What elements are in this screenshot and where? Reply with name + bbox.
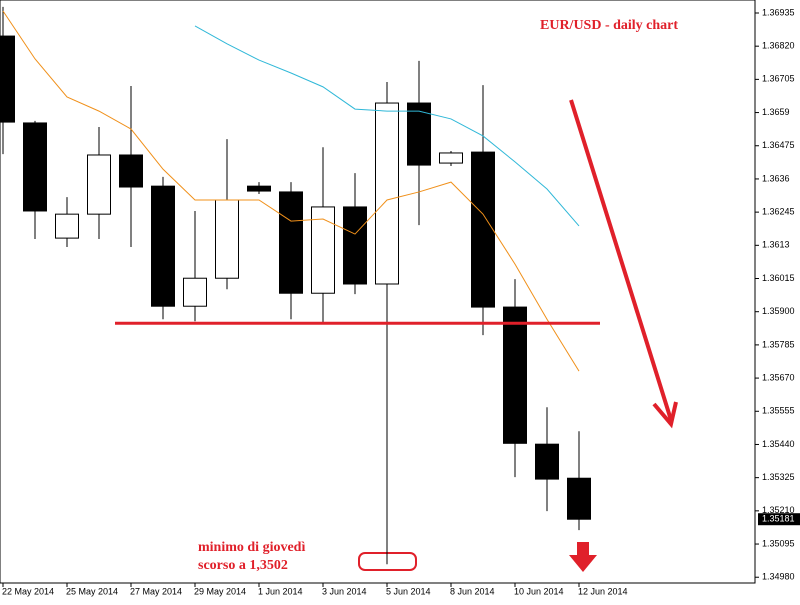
candle-body [55,213,79,239]
y-tick-label: 1.35095 [762,538,795,548]
down-arrow [569,542,597,572]
y-tick-label: 1.35900 [762,306,795,316]
x-tick-label: 12 Jun 2014 [578,586,628,596]
x-tick-label: 10 Jun 2014 [514,586,564,596]
y-tick-label: 1.36705 [762,74,795,84]
candle-body [183,277,207,307]
trend-arrow [569,99,673,421]
chart-title: EUR/USD - daily chart [540,18,678,33]
candle-body [119,154,143,188]
y-tick-label: 1.35440 [762,439,795,449]
y-tick-label: 1.36015 [762,273,795,283]
candle-body [87,154,111,215]
last-price-label: 1.35181 [762,514,795,524]
candle-body [503,306,527,444]
candle-body [375,102,399,285]
y-tick-label: 1.3636 [762,173,790,183]
candle-body [535,443,559,480]
candle-body [567,477,591,520]
x-tick-label: 1 Jun 2014 [258,586,303,596]
y-tick-label: 1.35785 [762,339,795,349]
y-tick-label: 1.35325 [762,472,795,482]
candle-body [215,199,239,279]
x-tick-label: 3 Jun 2014 [322,586,367,596]
candle-body [343,206,367,285]
y-tick-label: 1.35210 [762,505,795,515]
candle-body [151,185,175,307]
y-tick-label: 1.35555 [762,406,795,416]
candle-body [471,151,495,308]
y-tick-label: 1.36935 [762,7,795,17]
x-tick-label: 8 Jun 2014 [450,586,495,596]
y-tick-label: 1.36820 [762,41,795,51]
plot-frame [0,0,756,584]
candle-body [0,35,15,123]
annotation-line: scorso a 1,3502 [198,558,288,573]
candle-body [439,152,463,164]
y-tick-label: 1.36245 [762,207,795,217]
y-tick-label: 1.34980 [762,572,795,582]
x-tick-label: 27 May 2014 [130,586,182,596]
last-price-tag [758,513,800,526]
moving-average [194,25,580,227]
trend-arrow-head [652,401,678,429]
x-tick-label: 29 May 2014 [194,586,246,596]
candle-body [407,102,431,166]
y-tick-label: 1.3613 [762,240,790,250]
moving-average [2,10,580,372]
y-tick-label: 1.35670 [762,372,795,382]
candle-body [247,185,271,192]
y-tick-label: 1.36475 [762,140,795,150]
annotation-line: minimo di giovedì [198,540,305,555]
candle-body [279,191,303,294]
y-tick-label: 1.3659 [762,107,790,117]
x-tick-label: 5 Jun 2014 [386,586,431,596]
x-tick-label: 22 May 2014 [2,586,54,596]
candle-body [23,122,47,212]
x-tick-label: 25 May 2014 [66,586,118,596]
candle-body [311,206,335,294]
